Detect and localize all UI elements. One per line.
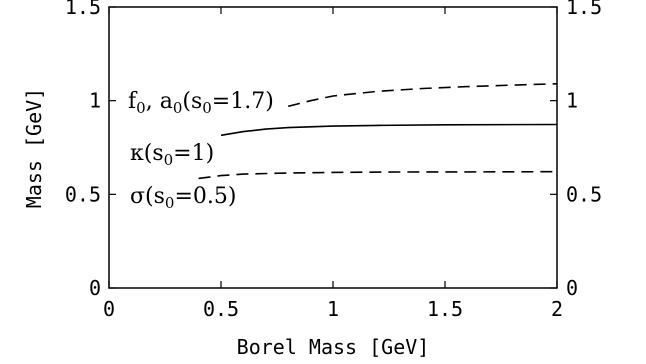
x-tick-label-3: 1.5 <box>427 297 463 321</box>
x-tick-label-4: 2 <box>551 297 563 321</box>
series-line-2 <box>198 170 558 180</box>
label-f0-sub3: 0 <box>202 99 212 117</box>
label-f0-sub1: 0 <box>136 99 146 117</box>
label-f0-part1: f <box>128 89 138 114</box>
label-kappa-sub1: 0 <box>164 151 174 169</box>
series-label-kappa: κ(s0=1) <box>130 141 214 169</box>
label-f0-sub2: 0 <box>173 99 183 117</box>
x-axis-title: Borel Mass [GeV] <box>237 335 430 359</box>
series-label-f0-a0: f0, a0(s0=1.7) <box>128 89 274 117</box>
label-kappa-part1: κ(s <box>130 141 164 166</box>
y-tick-label-left-2: 1 <box>89 89 101 113</box>
x-tick-label-0: 0 <box>103 297 115 321</box>
series-lines <box>198 83 558 180</box>
x-axis-ticks: 0 0.5 1 1.5 2 <box>103 7 563 321</box>
label-sigma-part1: σ(s <box>130 184 165 209</box>
x-tick-label-1: 0.5 <box>203 297 239 321</box>
y-tick-label-right-0: 0 <box>566 276 578 300</box>
y-tick-label-left-3: 1.5 <box>65 0 101 19</box>
x-tick-label-2: 1 <box>327 297 339 321</box>
y-tick-label-right-1: 0.5 <box>566 182 602 206</box>
y-tick-label-right-3: 1.5 <box>566 0 602 19</box>
y-tick-label-right-2: 1 <box>566 89 578 113</box>
label-f0-part3: (s <box>182 89 202 114</box>
y-tick-label-left-1: 0.5 <box>65 182 101 206</box>
y-tick-label-left-0: 0 <box>89 276 101 300</box>
label-f0-part4: =1.7) <box>212 89 274 114</box>
series-line-1 <box>220 123 558 137</box>
label-kappa-part2: =1) <box>173 141 214 166</box>
label-sigma-sub1: 0 <box>165 194 175 212</box>
label-f0-part2: , a <box>146 89 173 114</box>
y-axis-title: Mass [GeV] <box>22 88 46 208</box>
y-axis-ticks: 0 0 0.5 0.5 1 1 1.5 1.5 <box>65 0 602 300</box>
series-line-0 <box>288 83 558 108</box>
series-label-sigma: σ(s0=0.5) <box>130 184 236 212</box>
label-sigma-part2: =0.5) <box>174 184 236 209</box>
